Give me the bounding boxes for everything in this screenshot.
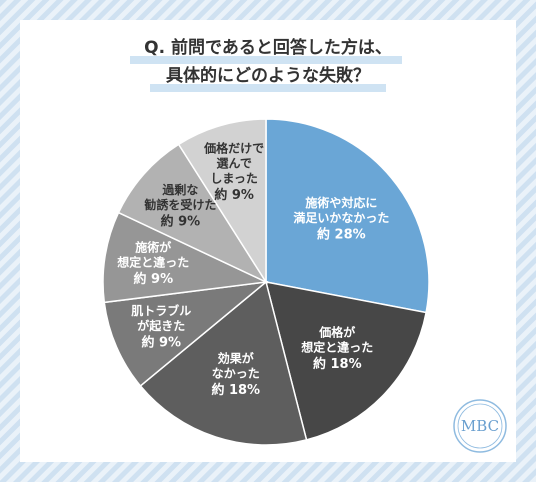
pie-slice [139, 280, 308, 446]
value-label: 約 9% [134, 271, 174, 287]
value-label: 約 18% [211, 382, 260, 398]
value-label: 約 18% [313, 356, 362, 372]
slice-label: 価格だけで選んでしまった [203, 140, 264, 185]
pie-slice [264, 281, 427, 441]
logo-ring [457, 403, 503, 449]
pie-slice [102, 211, 269, 304]
slice-label: 効果がなかった [212, 350, 260, 380]
value-label: 約 9% [214, 187, 254, 203]
pie-slice [177, 118, 267, 285]
pie [102, 118, 430, 446]
pie-slice [103, 280, 269, 387]
logo: MBC [461, 417, 499, 435]
value-label: 約 28% [317, 227, 366, 243]
slice-label: 施術が想定と違った [116, 239, 189, 269]
slice-label: 過剰な勧誘を受けた [144, 182, 216, 212]
logo-circle [453, 399, 507, 453]
chart-title: Q. 前問であると回答した方は、 [144, 37, 392, 58]
slice-label: 施術や対応に満足いかなかった [293, 195, 389, 225]
title-highlight [130, 56, 402, 64]
title-highlight [150, 84, 386, 92]
pie-slice [265, 118, 430, 314]
value-label: 約 9% [161, 214, 201, 230]
pie-slice [117, 143, 269, 284]
slice-label: 肌トラブルが起きた [130, 302, 191, 332]
value-label: 約 9% [141, 334, 181, 350]
slice-label: 価格が想定と違った [300, 324, 373, 354]
chart-title: 具体的にどのような失敗？ [165, 65, 370, 86]
